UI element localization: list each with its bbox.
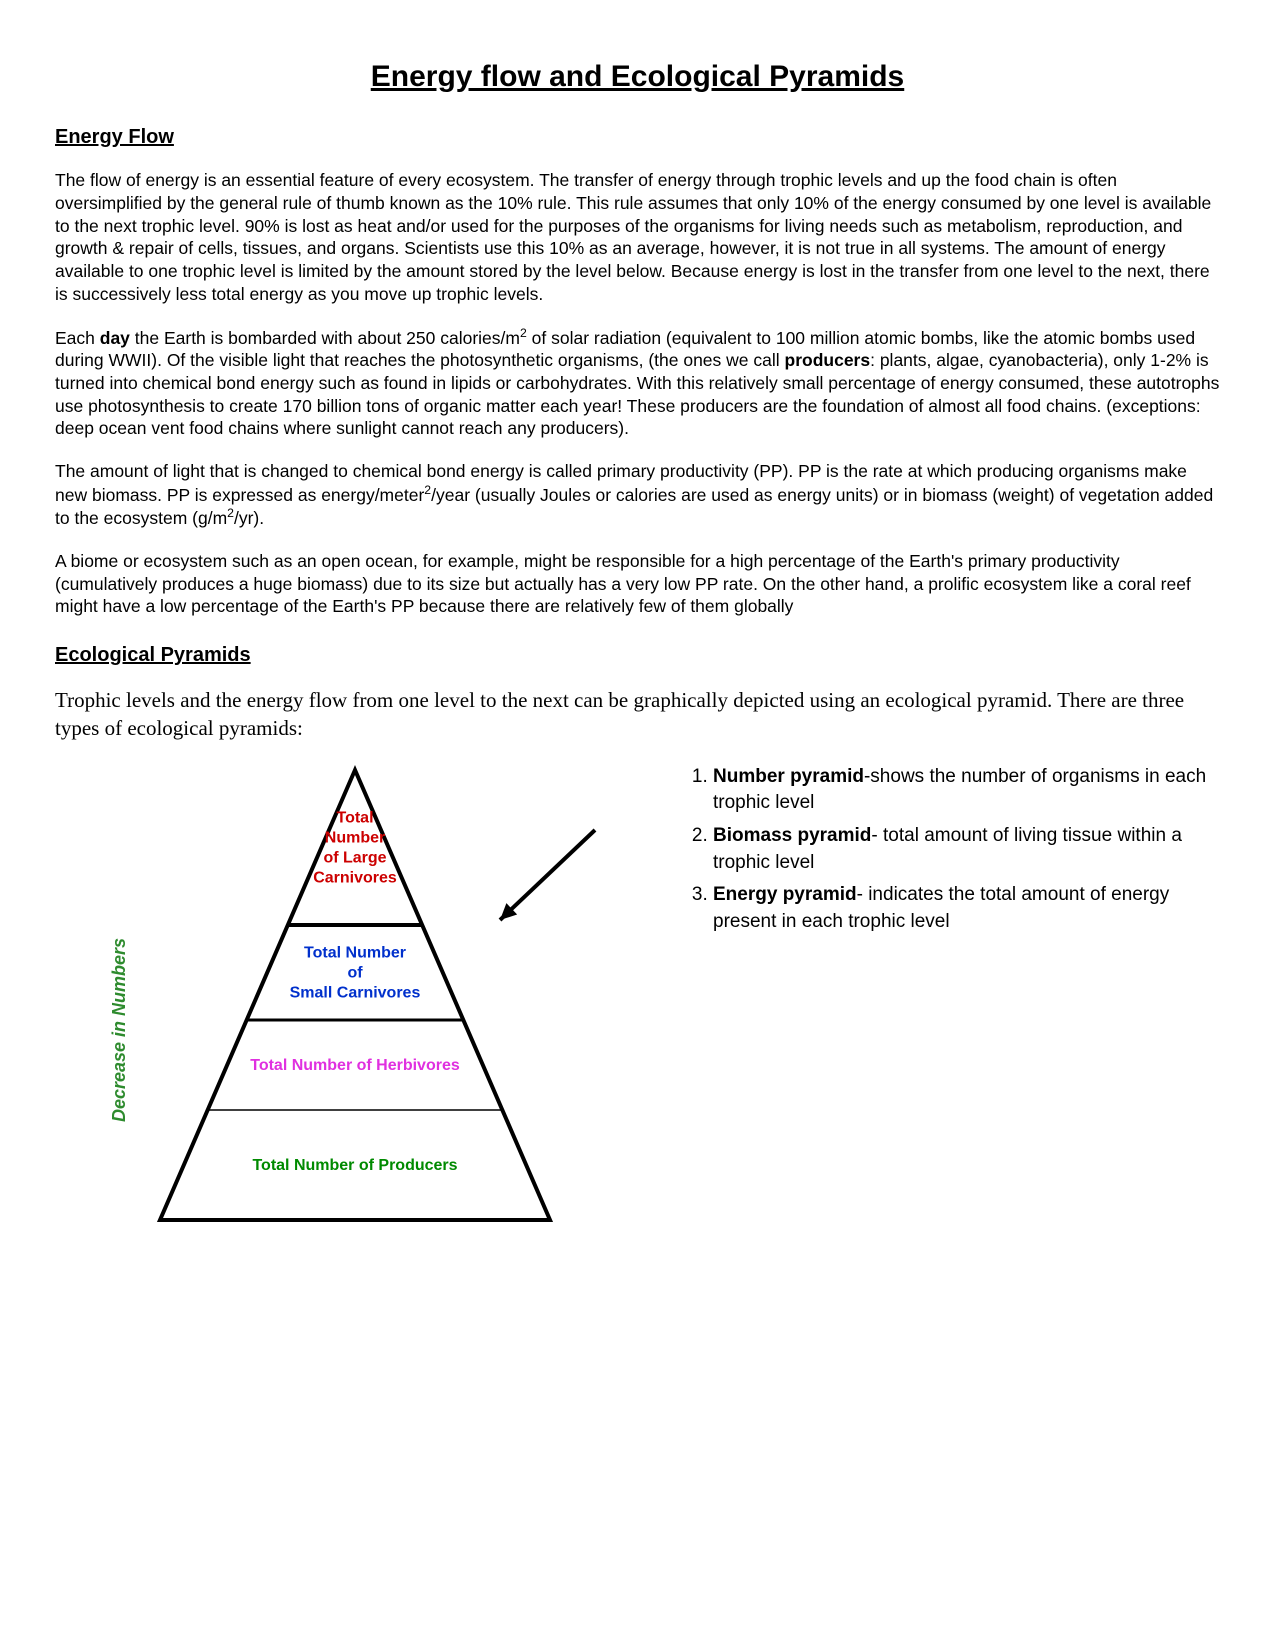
text: /yr).: [234, 508, 264, 528]
section-heading-ecological-pyramids: Ecological Pyramids: [55, 644, 1220, 667]
svg-text:Carnivores: Carnivores: [313, 869, 397, 886]
list-item-bold: Energy pyramid: [713, 884, 857, 905]
svg-text:Small Carnivores: Small Carnivores: [290, 984, 421, 1001]
pyramid-diagram: Total Number of Large Carnivores Total Numbe…: [55, 760, 615, 1245]
pyramid-types-list-wrap: Number pyramid-shows the number of organ…: [615, 760, 1220, 942]
list-item-bold: Biomass pyramid: [713, 825, 871, 846]
svg-text:Decrease in Numbers: Decrease in Numbers: [109, 938, 129, 1122]
pyramids-intro: Trophic levels and the energy flow from …: [55, 687, 1220, 742]
list-item: Energy pyramid- indicates the total amou…: [713, 882, 1220, 935]
superscript: 2: [520, 326, 527, 340]
svg-text:Total Number of Producers: Total Number of Producers: [252, 1157, 457, 1174]
pyramid-and-list-row: Total Number of Large Carnivores Total Numbe…: [55, 760, 1220, 1245]
list-item-bold: Number pyramid: [713, 766, 864, 787]
bold-day: day: [100, 327, 130, 347]
svg-text:of: of: [347, 964, 363, 981]
svg-text:Total: Total: [336, 809, 373, 826]
bold-producers: producers: [785, 350, 871, 370]
page-title: Energy flow and Ecological Pyramids: [55, 60, 1220, 94]
pyramid-types-list: Number pyramid-shows the number of organ…: [685, 764, 1220, 936]
paragraph-2: Each day the Earth is bombarded with abo…: [55, 326, 1220, 441]
list-item: Number pyramid-shows the number of organ…: [713, 764, 1220, 817]
paragraph-3: The amount of light that is changed to c…: [55, 460, 1220, 530]
svg-text:Total Number: Total Number: [304, 944, 406, 961]
svg-text:of Large: of Large: [323, 849, 386, 866]
list-item: Biomass pyramid- total amount of living …: [713, 823, 1220, 876]
section-heading-energy-flow: Energy Flow: [55, 126, 1220, 149]
document-page: Energy flow and Ecological Pyramids Ener…: [0, 0, 1275, 1650]
paragraph-4: A biome or ecosystem such as an open oce…: [55, 550, 1220, 618]
paragraph-1: The flow of energy is an essential featu…: [55, 169, 1220, 306]
svg-text:Number: Number: [325, 829, 385, 846]
text: the Earth is bombarded with about 250 ca…: [130, 327, 520, 347]
superscript: 2: [227, 506, 234, 520]
pyramid-svg: Total Number of Large Carnivores Total Numbe…: [55, 760, 615, 1240]
svg-text:Total Number of Herbivores: Total Number of Herbivores: [250, 1057, 460, 1074]
text: Each: [55, 327, 100, 347]
